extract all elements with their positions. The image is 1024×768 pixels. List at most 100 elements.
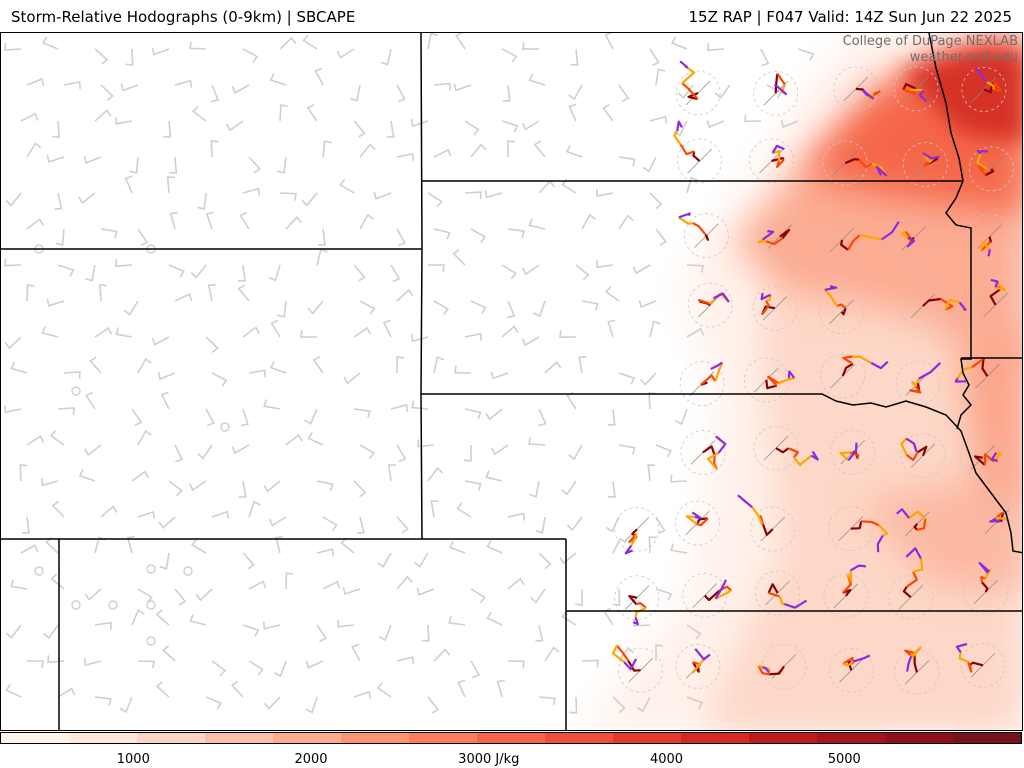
hodographs <box>611 60 1008 676</box>
hodograph-ring <box>750 506 796 552</box>
credit-line-2: weather.cod.edu <box>909 50 1018 65</box>
colorbar-segment <box>273 733 341 743</box>
wind-barb <box>561 610 577 626</box>
colorbar-segment <box>953 733 1021 743</box>
wind-barb <box>63 371 81 380</box>
hodograph-segment <box>858 158 873 168</box>
hodograph-segment <box>630 533 638 547</box>
storm-motion-vector <box>685 510 710 536</box>
wind-barb <box>263 399 281 410</box>
wind-barb <box>535 516 546 534</box>
wind-barb <box>470 300 487 315</box>
wind-barb <box>433 148 452 158</box>
storm-motion-vector <box>687 148 712 174</box>
wind-barb <box>686 264 704 273</box>
wind-barb <box>612 537 627 554</box>
wind-barb <box>636 696 651 713</box>
hodograph-segment <box>767 583 779 594</box>
wind-barb <box>780 119 799 129</box>
wind-barb <box>40 478 59 487</box>
wind-barb <box>470 588 486 604</box>
wind-barb <box>168 264 185 278</box>
wind-barb <box>568 103 577 122</box>
colorbar-tick-label: 3000 J/kg <box>458 752 520 767</box>
hodograph-segment <box>847 442 858 461</box>
storm-motion-vector <box>829 299 854 325</box>
wind-barb <box>124 175 133 194</box>
hodograph-segment <box>792 454 812 466</box>
wind-barb <box>279 192 297 201</box>
hodograph-segment <box>681 65 696 85</box>
wind-barb <box>353 408 371 419</box>
hodograph-segment <box>757 665 770 676</box>
wind-barb <box>396 356 405 374</box>
colorbar-segment <box>1 733 69 743</box>
storm-motion-vector <box>901 225 927 251</box>
hodograph-segment <box>866 93 875 100</box>
wind-barb <box>239 211 250 230</box>
wind-barb <box>507 512 526 521</box>
wind-barb <box>387 464 396 482</box>
wind-barb <box>137 357 152 374</box>
hodograph-ring <box>830 429 876 475</box>
hodograph-segment <box>990 278 999 288</box>
wind-barb <box>57 407 75 416</box>
wind-barb <box>276 156 287 174</box>
hodograph-segment <box>841 362 854 377</box>
wind-barb <box>456 502 472 518</box>
hodograph-segment <box>918 362 942 380</box>
wind-barb <box>285 433 303 446</box>
wind-barb <box>94 621 112 630</box>
hodograph-ring <box>822 140 868 186</box>
wind-barb <box>501 325 519 338</box>
wind-barb <box>166 176 175 194</box>
wind-barb <box>766 84 783 99</box>
wind-barb <box>457 679 466 698</box>
hodograph-segment <box>624 544 634 555</box>
hodograph-segment <box>976 153 988 171</box>
hodograph-segment <box>913 523 919 531</box>
wind-barb <box>191 538 207 554</box>
hodograph-segment <box>900 437 908 456</box>
colorbar-segment <box>817 733 885 743</box>
hodograph-segment <box>761 523 774 536</box>
wind-barb <box>714 84 731 100</box>
wind-barb <box>649 115 668 124</box>
wind-barb <box>129 156 139 174</box>
hodograph-segment <box>751 506 764 526</box>
hodograph-ring <box>967 214 1013 260</box>
wind-barb <box>649 320 661 338</box>
hodograph-segment <box>703 589 721 602</box>
wind-barb <box>125 48 134 66</box>
hodograph-ring <box>679 361 725 406</box>
wind-barb <box>307 431 324 446</box>
wind-barb <box>612 588 621 606</box>
storm-motion-vector <box>767 224 793 249</box>
hodograph-segment <box>762 666 770 674</box>
wind-barb <box>94 48 109 65</box>
wind-barb <box>306 103 318 122</box>
hodograph-segment <box>778 376 795 385</box>
wind-barb <box>188 480 207 492</box>
wind-barb <box>301 192 318 207</box>
wind-barb <box>26 77 45 87</box>
wind-barb <box>279 36 297 50</box>
wind-barb <box>433 228 451 240</box>
wind-barb <box>604 285 620 302</box>
wind-barb <box>568 444 583 461</box>
wind-barb <box>538 180 556 194</box>
wind-barb <box>618 156 636 167</box>
hodograph-segment <box>712 292 730 303</box>
hodograph-ring <box>675 500 720 546</box>
wind-barb <box>41 326 59 338</box>
wind-barb <box>205 408 215 427</box>
wind-barb <box>84 444 102 456</box>
wind-barb <box>263 696 281 710</box>
wind-barb <box>686 696 704 710</box>
hodograph-segment <box>876 534 884 553</box>
wind-barb <box>686 176 699 194</box>
wind-barb <box>454 365 472 374</box>
hodograph-ring <box>753 70 799 116</box>
wind-barb <box>120 83 139 92</box>
wind-barb <box>569 696 578 714</box>
